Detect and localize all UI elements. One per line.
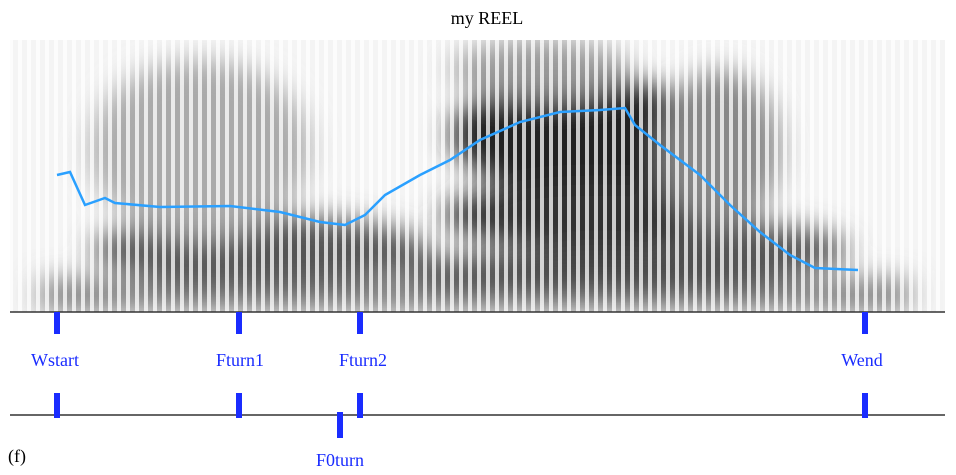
pitch-track — [56, 106, 859, 272]
tier-label: Fturn2 — [339, 350, 387, 370]
tier-label: Wstart — [31, 350, 79, 370]
tier-marks — [54, 312, 868, 438]
tier-label: F0turn — [316, 450, 364, 470]
tier-label: Wend — [841, 350, 883, 370]
tier-label: Fturn1 — [216, 350, 264, 370]
title: my REEL — [451, 8, 524, 28]
panel-label: (f) — [8, 446, 26, 467]
spectrogram — [10, 40, 945, 312]
